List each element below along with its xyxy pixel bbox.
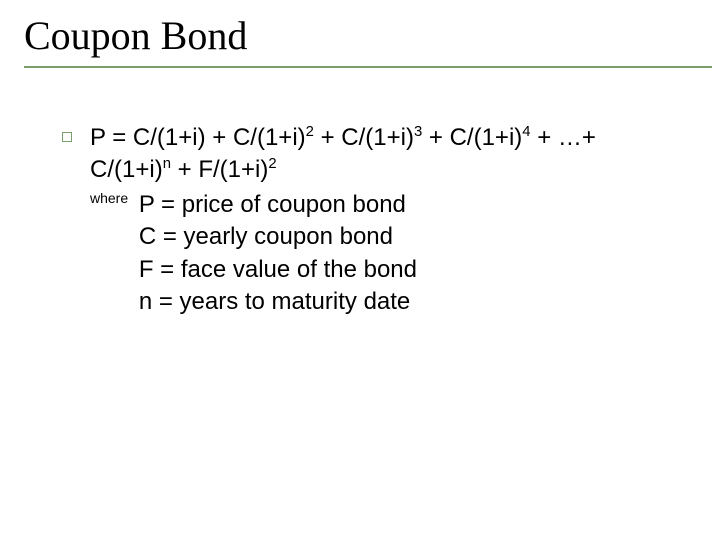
title-wrap: Coupon Bond — [24, 14, 696, 58]
formula-superscript: n — [163, 156, 171, 172]
formula-superscript: 2 — [306, 124, 314, 140]
slide: Coupon Bond P = C/(1+i) + C/(1+i)2 + C/(… — [0, 0, 720, 540]
formula-superscript: 4 — [522, 124, 530, 140]
definition-line: F = face value of the bond — [139, 254, 417, 286]
square-bullet-icon — [62, 132, 72, 142]
formula-superscript: 3 — [414, 124, 422, 140]
definition-list: P = price of coupon bondC = yearly coupo… — [139, 189, 417, 319]
formula-superscript: 2 — [268, 156, 276, 172]
bullet-item: P = C/(1+i) + C/(1+i)2 + C/(1+i)3 + C/(1… — [62, 122, 680, 318]
definition-line: n = years to maturity date — [139, 286, 417, 318]
slide-title: Coupon Bond — [24, 14, 696, 58]
bullet-body: P = C/(1+i) + C/(1+i)2 + C/(1+i)3 + C/(1… — [90, 122, 680, 318]
formula-segment: + C/(1+i) — [422, 124, 522, 151]
formula-segment: + C/(1+i) — [314, 124, 414, 151]
content-area: P = C/(1+i) + C/(1+i)2 + C/(1+i)3 + C/(1… — [62, 122, 680, 318]
where-label: where — [90, 190, 128, 206]
formula-text: P = C/(1+i) + C/(1+i)2 + C/(1+i)3 + C/(1… — [90, 122, 680, 187]
formula-segment: + F/(1+i) — [171, 156, 268, 183]
formula-segment: P = C/(1+i) + C/(1+i) — [90, 124, 306, 151]
definition-line: P = price of coupon bond — [139, 189, 417, 221]
definition-line: C = yearly coupon bond — [139, 221, 417, 253]
title-underline — [24, 66, 712, 68]
where-block: where P = price of coupon bondC = yearly… — [90, 189, 680, 319]
